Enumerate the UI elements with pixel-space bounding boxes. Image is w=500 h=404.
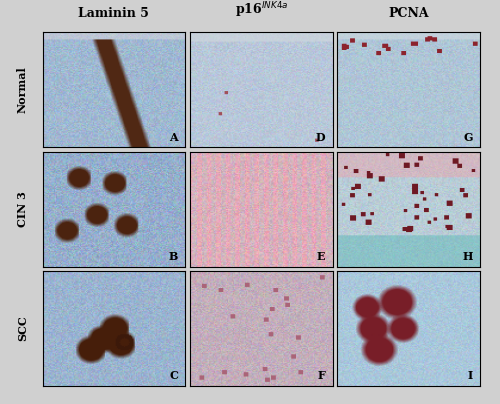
Text: CIN 3: CIN 3 <box>17 191 28 227</box>
Text: Laminin 5: Laminin 5 <box>78 7 149 20</box>
Text: B: B <box>168 251 178 262</box>
Text: D: D <box>316 132 326 143</box>
Text: E: E <box>317 251 326 262</box>
Text: Normal: Normal <box>17 67 28 113</box>
Text: PCNA: PCNA <box>388 7 429 20</box>
Text: p16$^{INK4a}$: p16$^{INK4a}$ <box>234 0 288 20</box>
Text: I: I <box>468 370 473 381</box>
Text: C: C <box>169 370 178 381</box>
Text: SCC: SCC <box>17 316 28 341</box>
Text: G: G <box>464 132 473 143</box>
Text: F: F <box>318 370 326 381</box>
Text: H: H <box>462 251 473 262</box>
Text: A: A <box>169 132 178 143</box>
